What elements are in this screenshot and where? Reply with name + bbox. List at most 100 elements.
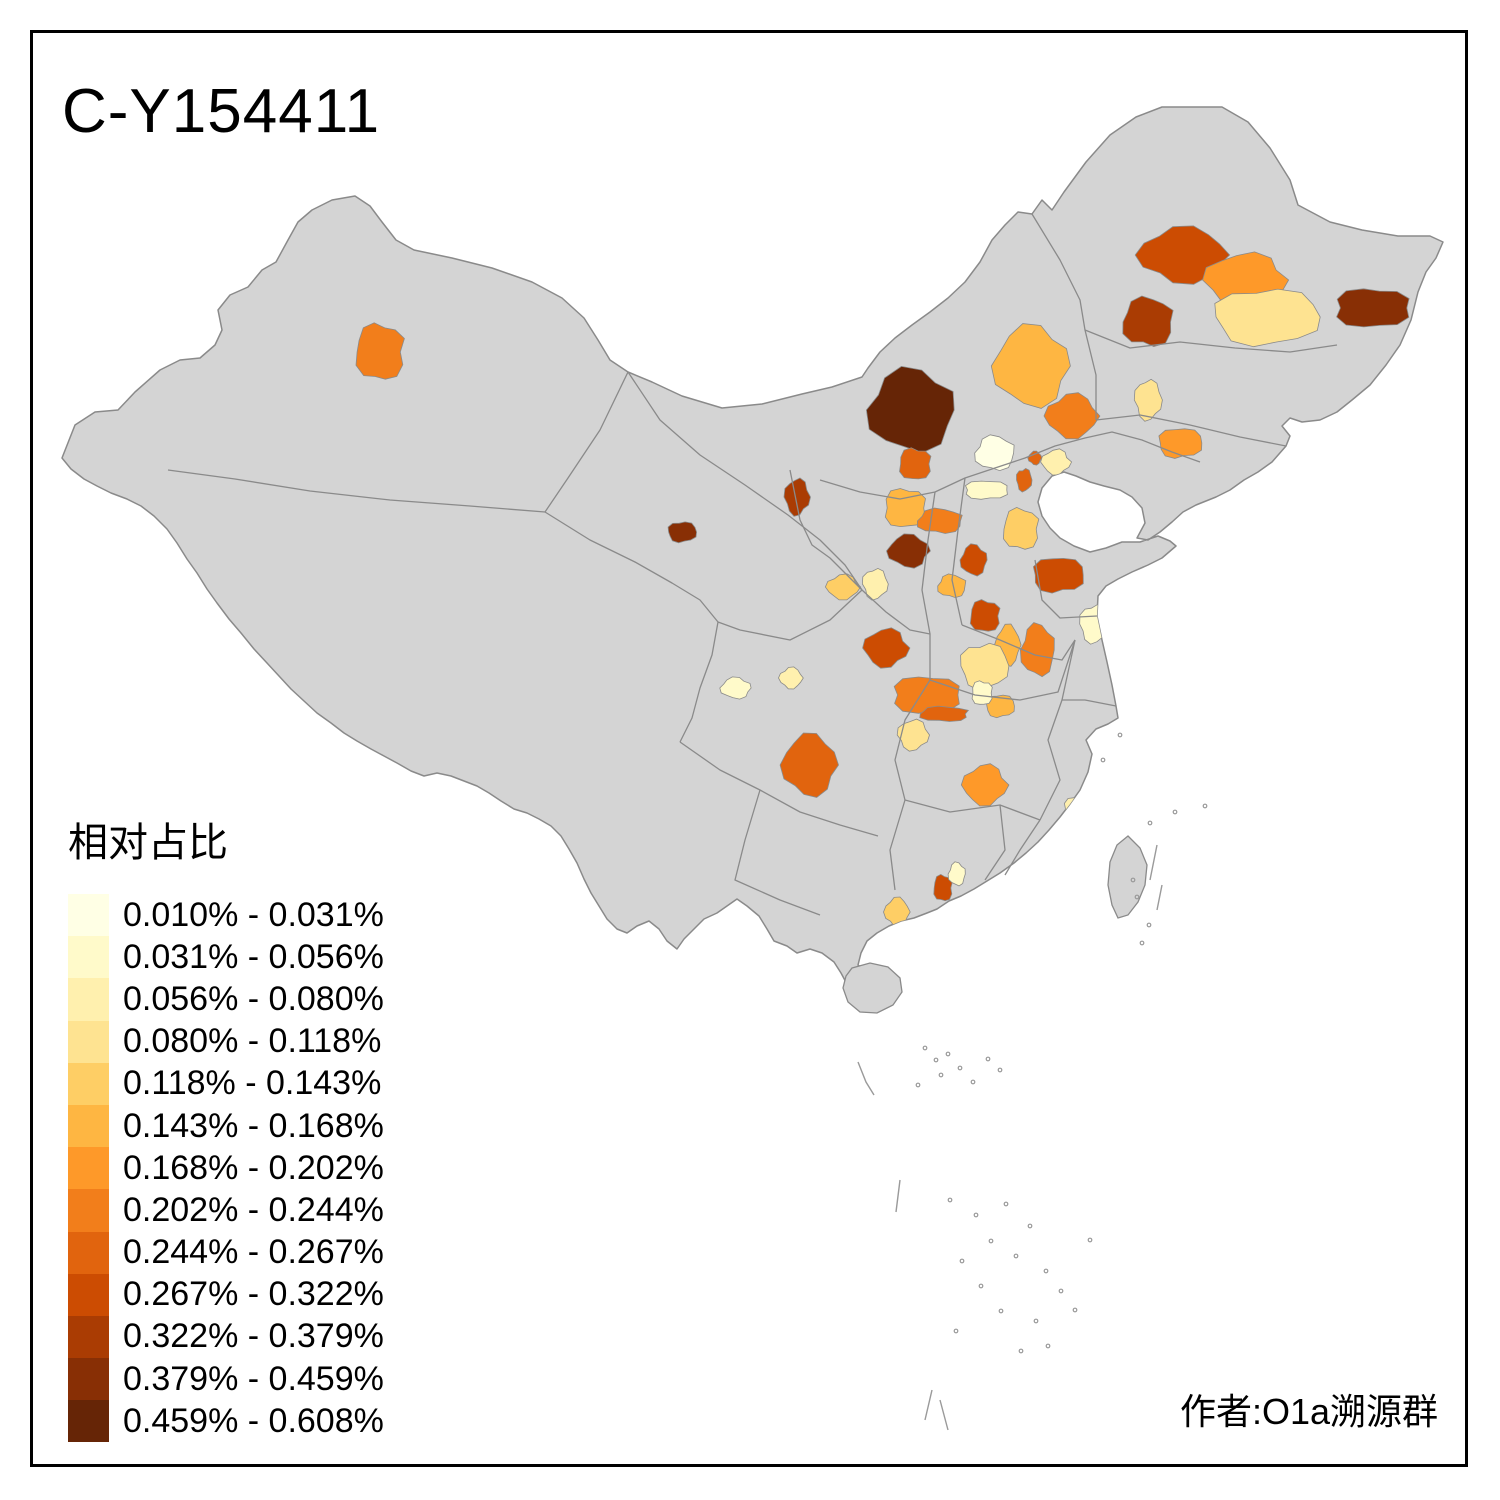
legend-swatch <box>68 894 109 937</box>
map-region <box>1158 428 1203 459</box>
islet-speck <box>945 1051 951 1057</box>
legend-item: 0.118% - 0.143% <box>68 1062 384 1105</box>
map-region <box>779 732 839 798</box>
sea-boundary-dash <box>895 1179 901 1213</box>
province-border <box>1004 819 1041 876</box>
sea-boundary-dash <box>1156 884 1163 911</box>
map-region <box>971 680 993 705</box>
legend: 相对占比 0.010% - 0.031% 0.031% - 0.056% 0.056… <box>68 810 384 1443</box>
islet-speck <box>938 1072 944 1078</box>
legend-item: 0.031% - 0.056% <box>68 936 384 979</box>
legend-item: 0.379% - 0.459% <box>68 1358 384 1401</box>
islet-speck <box>915 1082 921 1088</box>
islet-speck <box>1013 1253 1019 1259</box>
legend-item: 0.244% - 0.267% <box>68 1231 384 1274</box>
islet-speck <box>947 1197 953 1203</box>
legend-label: 0.056% - 0.080% <box>123 979 384 1018</box>
province-border <box>1062 699 1117 707</box>
map-region <box>1040 448 1073 476</box>
sea-boundary-dash <box>857 1061 875 1096</box>
province-border <box>889 799 906 891</box>
map-region <box>969 599 1001 632</box>
map-region <box>1063 797 1091 822</box>
legend-label: 0.168% - 0.202% <box>123 1148 384 1187</box>
map-region <box>862 627 911 669</box>
legend-label: 0.118% - 0.143% <box>123 1064 382 1103</box>
islet-speck <box>1146 922 1152 928</box>
legend-swatch <box>68 978 109 1021</box>
legend-label: 0.267% - 0.322% <box>123 1275 384 1314</box>
legend-swatch <box>68 1147 109 1190</box>
map-region <box>1133 378 1163 422</box>
map-region <box>896 718 930 752</box>
islet-speck <box>1147 820 1153 826</box>
islet-speck <box>1202 803 1208 809</box>
province-border <box>167 371 629 513</box>
legend-item: 0.010% - 0.031% <box>68 894 384 937</box>
map-region <box>937 573 967 599</box>
map-region <box>667 521 698 544</box>
islet-speck <box>998 1308 1004 1314</box>
sea-boundary-dash <box>1149 844 1158 881</box>
map-region <box>1214 288 1321 348</box>
legend-swatch <box>68 1062 109 1105</box>
legend-item: 0.267% - 0.322% <box>68 1273 384 1316</box>
map-region <box>783 477 811 517</box>
islet-speck <box>957 1065 963 1071</box>
islet-speck <box>997 1067 1003 1073</box>
province-border <box>1031 213 1097 420</box>
province-border <box>1034 559 1098 619</box>
legend-swatch <box>68 936 109 979</box>
map-region <box>355 322 405 380</box>
sea-boundary-dash <box>924 1389 933 1421</box>
legend-swatch <box>68 1020 109 1063</box>
legend-title: 相对占比 <box>68 821 228 865</box>
map-region <box>865 365 955 454</box>
taiwan-island <box>1107 835 1148 919</box>
islet-speck <box>973 1212 979 1218</box>
map-region <box>1043 392 1101 440</box>
province-border <box>789 469 863 591</box>
islet-speck <box>1087 1237 1093 1243</box>
attribution-text: 作者:O1a溯源群 <box>1179 1391 1438 1432</box>
province-border <box>679 741 879 837</box>
legend-item: 0.143% - 0.168% <box>68 1104 384 1148</box>
province-border <box>734 789 821 916</box>
islet-speck <box>1134 894 1140 900</box>
map-region <box>933 873 953 902</box>
islet-speck <box>1018 1348 1024 1354</box>
province-border <box>984 804 1006 881</box>
map-region <box>959 543 988 577</box>
province-border <box>544 511 719 743</box>
map-region <box>1002 506 1040 550</box>
islet-speck <box>985 1056 991 1062</box>
islet-speck <box>922 1045 928 1051</box>
map-region <box>960 642 1010 691</box>
province-border <box>819 431 1201 500</box>
map-region <box>1032 557 1084 594</box>
legend-item: 0.322% - 0.379% <box>68 1315 384 1359</box>
map-region <box>1016 468 1033 493</box>
legend-item: 0.459% - 0.608% <box>68 1400 384 1443</box>
map-region <box>899 447 932 480</box>
legend-swatch <box>68 1400 109 1443</box>
islet-speck <box>1172 809 1178 815</box>
province-border <box>627 371 863 591</box>
province-border <box>1039 639 1076 821</box>
map-region <box>1079 604 1110 645</box>
legend-label: 0.459% - 0.608% <box>123 1401 384 1440</box>
map-region <box>719 676 752 700</box>
islet-speck <box>1043 1268 1049 1274</box>
islet-speck <box>1045 1343 1051 1349</box>
islet-speck <box>1027 1223 1033 1229</box>
map-region <box>1336 288 1410 328</box>
map-region <box>778 666 804 690</box>
legend-swatch <box>68 1315 109 1359</box>
legend-item: 0.168% - 0.202% <box>68 1147 384 1190</box>
legend-swatch <box>68 1231 109 1274</box>
map-region <box>861 567 889 601</box>
legend-label: 0.010% - 0.031% <box>123 895 384 934</box>
map-region <box>916 507 963 534</box>
mainland-outline <box>61 106 1444 997</box>
legend-rows: 0.010% - 0.031% 0.031% - 0.056% 0.056% - 0… <box>68 894 384 1443</box>
